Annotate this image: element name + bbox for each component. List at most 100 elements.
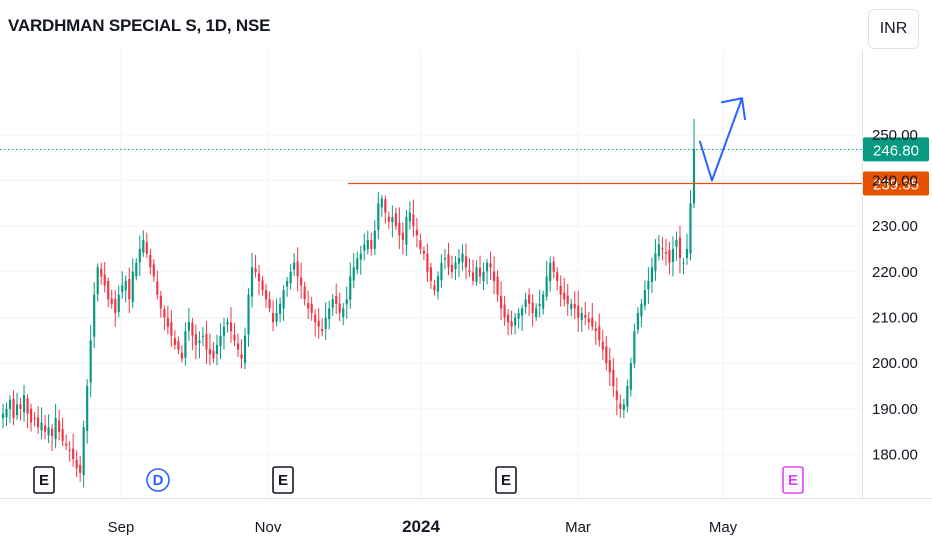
candle-body xyxy=(622,404,625,411)
candle-body xyxy=(675,239,678,247)
candle-body xyxy=(601,341,604,350)
candle-body xyxy=(464,256,468,268)
candle-body xyxy=(377,203,380,230)
candle-body xyxy=(82,427,85,476)
candle-body xyxy=(380,198,383,208)
candle-body xyxy=(485,262,489,272)
candle-body xyxy=(65,443,68,446)
candle-body xyxy=(233,334,236,341)
candle-body xyxy=(303,286,306,300)
candle-body xyxy=(5,408,8,418)
candle-body xyxy=(384,199,387,213)
earnings-marker-shape xyxy=(495,466,517,494)
x-tick-label: Mar xyxy=(565,519,591,536)
candle-body xyxy=(408,212,411,222)
candle-body xyxy=(124,281,127,291)
candle-body xyxy=(212,350,215,359)
candle-body xyxy=(72,448,75,460)
candle-body xyxy=(282,290,285,309)
candle-body xyxy=(643,290,646,306)
candle-body xyxy=(398,222,401,236)
candle-body xyxy=(40,422,43,431)
candle-body xyxy=(121,285,124,292)
candle-body xyxy=(594,328,597,332)
candle-body xyxy=(275,312,278,322)
candle-body xyxy=(633,331,636,364)
candle-body xyxy=(152,264,155,277)
candle-body xyxy=(584,315,587,318)
candle-body xyxy=(521,308,524,316)
candle-body xyxy=(68,450,71,452)
candle-body xyxy=(640,303,643,317)
candle-body xyxy=(629,363,632,390)
candle-body xyxy=(349,276,352,300)
candle-body xyxy=(492,271,496,281)
candle-body xyxy=(531,302,534,313)
event-marker-label: E xyxy=(788,472,798,489)
candles xyxy=(1,118,696,488)
candle-body xyxy=(654,253,657,271)
candle-body xyxy=(194,334,198,345)
candle-body xyxy=(373,230,376,249)
earnings-marker-shape xyxy=(782,466,804,494)
y-tick-label: 240.00 xyxy=(872,173,918,190)
candle-body xyxy=(247,294,250,335)
candle-body xyxy=(549,262,552,282)
candle-body xyxy=(636,312,639,330)
candle-body xyxy=(54,418,57,439)
candle-body xyxy=(461,253,464,263)
candle-body xyxy=(605,346,608,364)
projection-arrow xyxy=(699,97,746,182)
candle-body xyxy=(15,404,19,416)
candle-body xyxy=(598,326,601,341)
candle-body xyxy=(387,216,390,222)
candle-body xyxy=(514,317,517,326)
candle-body xyxy=(443,258,447,260)
candle-body xyxy=(426,253,429,272)
currency-button[interactable]: INR xyxy=(868,9,919,49)
candle-body xyxy=(507,314,510,323)
candle-body xyxy=(44,425,47,432)
candle-body xyxy=(366,239,369,249)
candle-body xyxy=(542,294,545,309)
candle-body xyxy=(271,312,275,323)
candle-body xyxy=(314,314,317,323)
candle-body xyxy=(219,335,222,347)
candle-body xyxy=(647,281,650,290)
resistance-label: 239.35 xyxy=(873,176,919,193)
candle-body xyxy=(577,305,580,318)
candle-body xyxy=(328,308,331,320)
candle-body xyxy=(591,317,594,327)
candle-body xyxy=(359,253,362,260)
candle-body xyxy=(563,292,566,300)
chart-title: VARDHMAN SPECIAL S, 1D, NSE xyxy=(8,16,271,35)
candle-body xyxy=(482,271,485,282)
candle-body xyxy=(331,299,334,308)
candle-body xyxy=(335,295,338,304)
candle-body xyxy=(184,331,187,358)
candle-body xyxy=(166,318,169,327)
candle-body xyxy=(517,312,520,319)
candle-body xyxy=(661,248,664,250)
axes: 250.00 240.00 230.00 220.00 210.00 200.00 190.… xyxy=(0,50,932,536)
candle-body xyxy=(191,322,194,336)
candle-body xyxy=(138,249,141,263)
candle-body xyxy=(163,309,166,318)
candle-body xyxy=(58,420,61,432)
candle-body xyxy=(370,240,373,250)
candle-body xyxy=(619,403,622,409)
x-tick-label: Nov xyxy=(255,519,282,536)
candle-body xyxy=(79,464,82,473)
candle-body xyxy=(8,399,12,409)
candle-body xyxy=(689,203,692,254)
candle-body xyxy=(61,429,64,441)
candle-body xyxy=(205,333,208,350)
candle-body xyxy=(503,304,506,318)
candle-body xyxy=(261,280,264,291)
candle-body xyxy=(468,270,471,272)
candle-body xyxy=(668,249,671,263)
candle-body xyxy=(608,360,611,373)
candle-body xyxy=(440,262,443,281)
